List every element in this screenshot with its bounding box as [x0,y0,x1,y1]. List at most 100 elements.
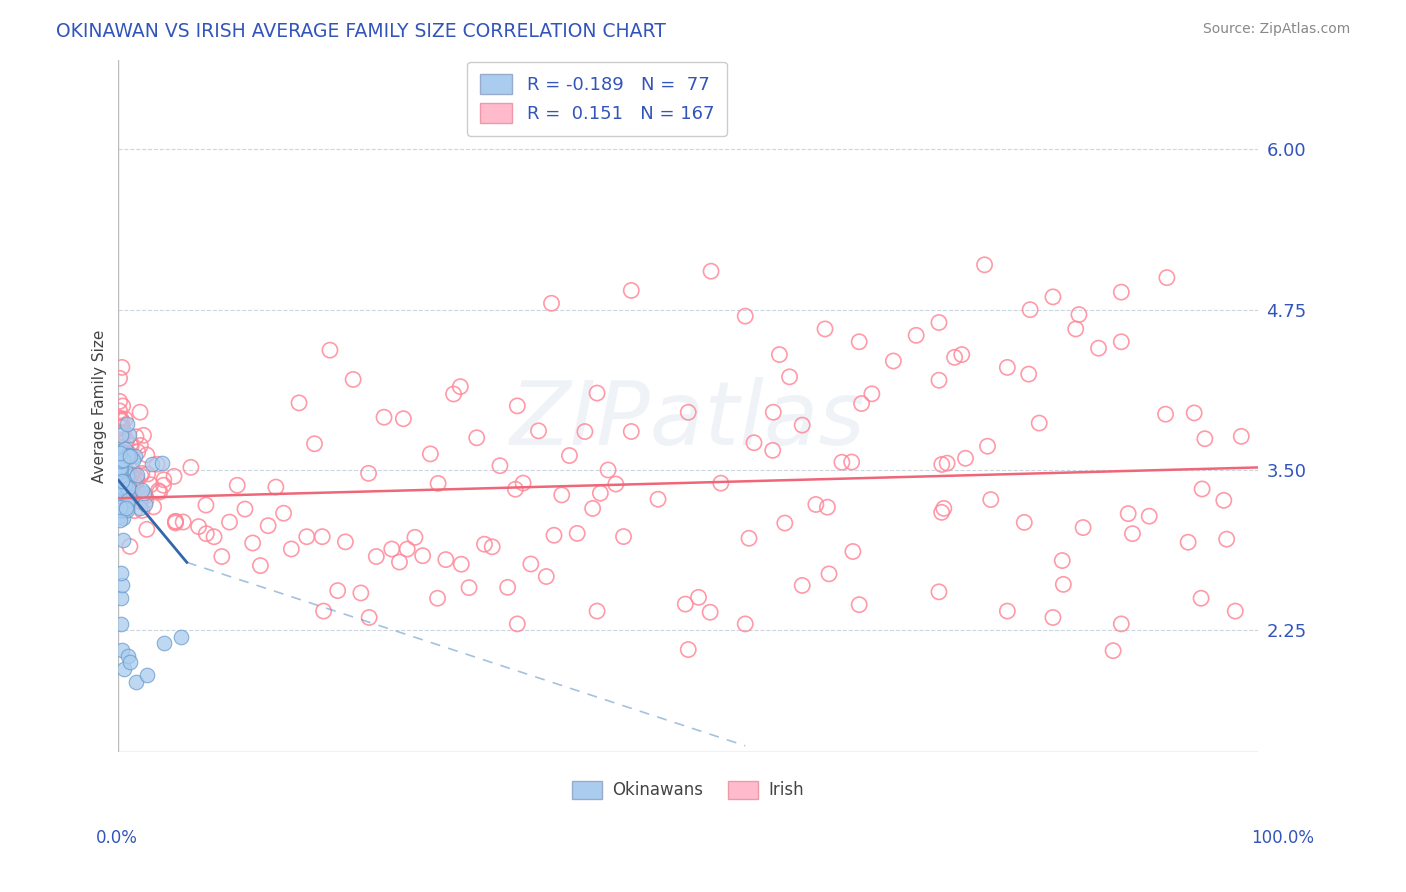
Point [831,455,853,469]
Point [443,387,465,401]
Point [1012,516,1035,530]
Point [118,475,141,489]
Point [1225,604,1247,618]
Point [851,396,873,410]
Point [110,433,132,447]
Point [141,458,163,472]
Point [506,616,529,631]
Point [1212,493,1234,508]
Point [108,461,131,475]
Point [118,490,141,504]
Point [111,492,134,507]
Point [170,630,193,644]
Point [1194,432,1216,446]
Point [512,476,534,491]
Point [474,537,496,551]
Point [142,500,165,514]
Point [842,544,865,558]
Point [187,519,209,533]
Point [434,552,457,566]
Point [125,430,148,444]
Point [589,486,612,500]
Point [165,515,187,529]
Point [136,467,159,481]
Point [605,477,627,491]
Point [226,478,249,492]
Point [496,580,519,594]
Point [114,478,136,492]
Point [404,530,426,544]
Point [172,515,194,529]
Point [319,343,342,358]
Point [1191,482,1213,496]
Point [125,471,148,485]
Point [1052,577,1074,591]
Point [128,494,150,508]
Point [124,503,146,517]
Point [412,549,434,563]
Point [118,540,141,554]
Point [110,425,132,440]
Point [1052,553,1074,567]
Point [1111,334,1133,349]
Point [773,516,796,530]
Point [995,360,1018,375]
Point [288,396,311,410]
Point [108,500,131,514]
Point [114,462,136,476]
Point [558,449,581,463]
Point [932,501,955,516]
Point [112,533,135,548]
Point [742,435,765,450]
Point [115,503,138,517]
Point [373,410,395,425]
Point [1156,270,1178,285]
Point [112,425,135,439]
Point [108,454,131,468]
Point [449,379,471,393]
Point [540,296,562,310]
Point [612,530,634,544]
Point [647,492,669,507]
Text: ZIPatlas: ZIPatlas [510,376,866,463]
Point [129,468,152,483]
Point [110,428,132,442]
Point [506,399,529,413]
Point [124,449,146,463]
Point [114,500,136,515]
Point [108,497,131,511]
Point [973,258,995,272]
Point [976,439,998,453]
Point [108,461,131,475]
Point [678,642,700,657]
Point [121,464,143,478]
Point [734,616,756,631]
Point [326,583,349,598]
Point [131,467,153,481]
Point [118,656,141,670]
Point [111,474,134,488]
Point [342,372,364,386]
Point [357,467,380,481]
Point [350,586,373,600]
Point [586,604,609,618]
Point [381,542,404,557]
Point [931,505,953,519]
Point [1111,616,1133,631]
Point [1215,532,1237,546]
Point [108,404,131,418]
Point [710,476,733,491]
Point [700,264,723,278]
Point [114,483,136,498]
Point [678,405,700,419]
Point [121,452,143,467]
Point [117,493,139,508]
Point [620,284,643,298]
Point [1067,308,1090,322]
Point [110,508,132,523]
Point [520,557,543,571]
Point [242,536,264,550]
Y-axis label: Average Family Size: Average Family Size [93,329,107,483]
Point [120,469,142,483]
Point [165,514,187,528]
